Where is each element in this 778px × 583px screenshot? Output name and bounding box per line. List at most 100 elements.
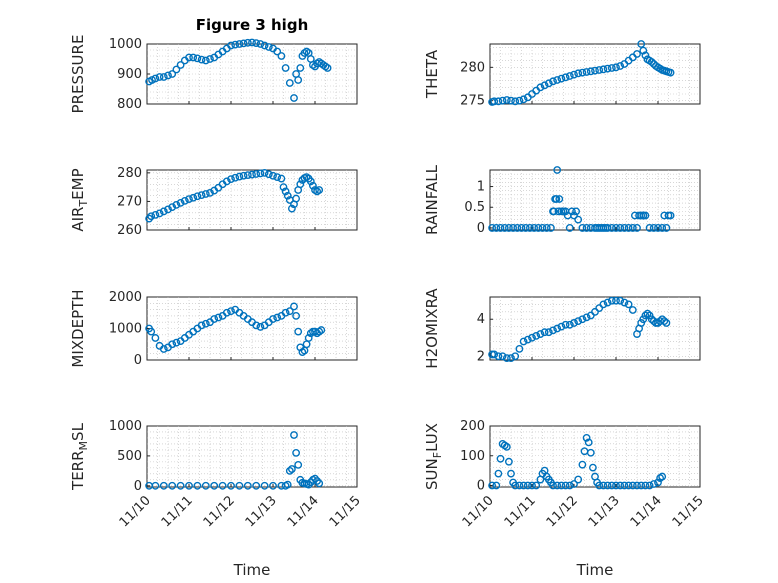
data-point <box>281 308 290 317</box>
data-point <box>269 171 277 180</box>
data-point <box>554 207 563 216</box>
data-point <box>296 180 305 189</box>
data-point <box>586 448 595 457</box>
data-point <box>222 177 231 186</box>
y-axis-label-rest: EMP <box>69 168 87 199</box>
data-point <box>159 345 168 353</box>
data-point <box>498 352 507 361</box>
data-point <box>519 337 528 346</box>
data-point <box>285 307 294 316</box>
data-point <box>277 174 286 183</box>
data-point <box>239 171 248 180</box>
data-point <box>523 481 532 490</box>
data-point <box>612 63 620 72</box>
series-markers-air_temp <box>145 168 324 223</box>
data-point <box>534 224 543 232</box>
data-point <box>582 434 591 442</box>
y-tick-label: 0.5 <box>464 200 485 215</box>
data-point <box>523 335 532 344</box>
data-point <box>227 41 235 50</box>
data-point <box>586 67 595 76</box>
data-point <box>645 224 654 232</box>
data-point <box>252 321 261 330</box>
data-point <box>159 73 168 81</box>
data-point <box>185 481 193 490</box>
y-axis-label-mixdepth: MIXDEPTH <box>69 289 87 367</box>
data-point <box>235 40 244 48</box>
y-tick-label: 0 <box>134 353 142 368</box>
data-point <box>666 68 675 77</box>
y-tick-label: 0 <box>477 479 485 494</box>
y-axis-label-subscript: M <box>77 441 90 451</box>
data-point <box>218 481 227 490</box>
data-point <box>193 54 202 63</box>
data-point <box>557 481 566 490</box>
data-point <box>599 300 608 309</box>
data-point <box>620 224 629 232</box>
data-point <box>641 51 650 60</box>
data-point <box>231 40 240 49</box>
data-point <box>292 194 300 203</box>
y-tick-label: 500 <box>117 449 142 464</box>
data-point <box>172 200 181 209</box>
data-point <box>243 171 252 180</box>
data-point <box>624 224 633 232</box>
data-point <box>197 55 206 64</box>
data-point <box>540 328 549 337</box>
data-point <box>231 173 240 182</box>
data-point <box>292 449 300 457</box>
data-point <box>243 481 252 490</box>
data-point <box>168 203 177 212</box>
data-point <box>526 224 534 232</box>
y-tick-label: 900 <box>117 67 142 82</box>
data-point <box>582 313 591 322</box>
data-point <box>323 64 332 72</box>
data-point <box>189 193 198 202</box>
y-tick-label: 2 <box>477 349 485 364</box>
series-markers-pressure <box>145 38 332 102</box>
data-point <box>273 47 282 56</box>
y-axis-label-subscript: F <box>431 452 444 458</box>
data-point <box>239 39 248 48</box>
data-point <box>637 40 646 48</box>
y-tick-label: 280 <box>460 60 485 75</box>
data-point <box>155 209 164 218</box>
data-point <box>500 224 509 232</box>
data-point <box>603 481 612 490</box>
data-point <box>511 352 520 361</box>
data-point <box>536 330 545 338</box>
data-point <box>513 224 522 232</box>
data-point <box>176 198 185 207</box>
data-point <box>519 481 528 490</box>
data-point <box>557 322 566 331</box>
data-point <box>201 319 210 328</box>
data-point <box>147 212 156 221</box>
data-point <box>578 68 587 77</box>
data-point <box>616 481 625 490</box>
data-point <box>597 224 606 232</box>
data-point <box>572 207 580 216</box>
data-point <box>574 69 583 78</box>
data-point <box>612 224 620 232</box>
data-point <box>273 313 282 322</box>
data-point <box>662 319 671 327</box>
data-point <box>227 481 235 490</box>
data-point <box>151 74 160 83</box>
data-point <box>294 76 303 84</box>
data-point <box>607 64 616 72</box>
y-axis-label-rainfall: RAINFALL <box>423 164 441 235</box>
data-point <box>643 309 652 318</box>
data-point <box>570 70 578 79</box>
data-point <box>264 170 273 179</box>
data-point <box>252 481 261 490</box>
data-point <box>315 479 324 488</box>
data-point <box>185 53 193 62</box>
data-point <box>502 442 511 451</box>
data-point <box>151 481 160 490</box>
data-point <box>273 173 282 182</box>
data-point <box>664 211 673 220</box>
data-point <box>145 214 154 223</box>
data-point <box>521 224 530 232</box>
data-point <box>532 332 541 340</box>
